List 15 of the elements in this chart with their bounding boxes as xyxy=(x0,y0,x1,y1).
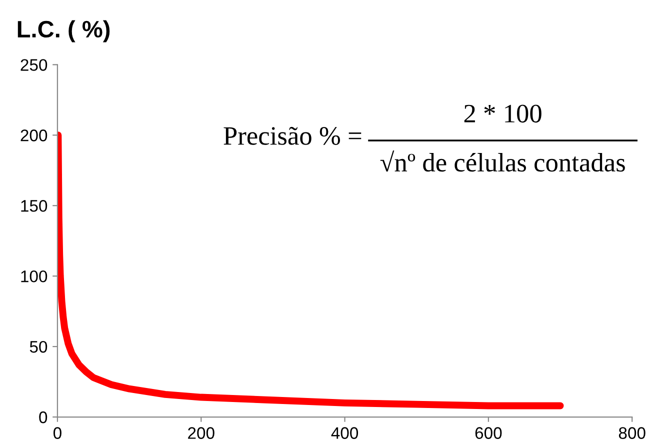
x-tick-label: 800 xyxy=(618,427,646,439)
annotation: √nº de células contadas xyxy=(380,150,625,172)
y-tick-label: 250 xyxy=(20,59,48,71)
y-tick-label: 200 xyxy=(20,130,48,142)
annotation: Precisão % = xyxy=(224,126,362,145)
y-tick-label: 150 xyxy=(21,200,48,212)
y-tick-label: 100 xyxy=(21,270,48,282)
x-tick-label: 400 xyxy=(331,427,358,439)
y-tick-label: 50 xyxy=(30,340,48,353)
chart-title: L.C. ( %) xyxy=(18,20,110,42)
annotation: 2 * 100 xyxy=(464,104,542,123)
y-tick-label: 0 xyxy=(39,411,48,424)
x-tick-label: 0 xyxy=(53,427,62,439)
x-tick-label: 200 xyxy=(188,427,214,439)
x-tick-label: 600 xyxy=(475,427,502,439)
